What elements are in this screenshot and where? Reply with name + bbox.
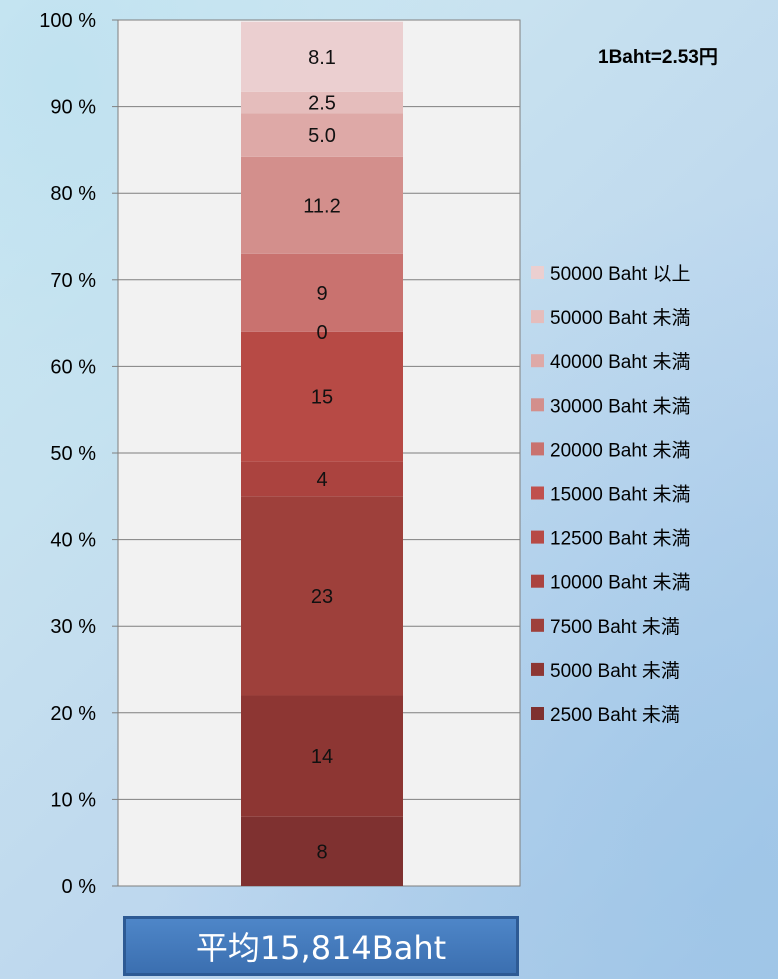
data-label: 8 (316, 841, 327, 863)
y-tick-label: 0 % (62, 876, 97, 898)
y-tick-label: 100 % (39, 10, 96, 32)
legend-swatch (531, 574, 544, 588)
legend-swatch (531, 530, 544, 544)
data-label: 2.5 (308, 93, 336, 115)
y-tick-label: 60 % (50, 356, 96, 378)
bar-segment (241, 461, 403, 497)
bar-segment (241, 496, 403, 696)
legend-label: 50000 Baht 未満 (550, 307, 690, 329)
legend-swatch (531, 398, 544, 412)
bar-segment (241, 253, 403, 332)
legend-label: 15000 Baht 未満 (550, 484, 690, 506)
legend-swatch (531, 486, 544, 500)
data-labels: 8 14 23 4 15 0 9 11.2 5.0 2.5 8.1 (303, 47, 340, 864)
bar-segment (241, 156, 403, 254)
data-label: 8.1 (308, 47, 336, 69)
y-tick-label: 90 % (50, 97, 96, 119)
legend-label: 50000 Baht 以上 (550, 263, 690, 285)
y-tick-label: 70 % (50, 270, 96, 292)
data-label: 14 (311, 746, 333, 768)
legend-label: 40000 Baht 未満 (550, 351, 690, 373)
y-tick-label: 40 % (50, 530, 96, 552)
legend-label: 7500 Baht 未満 (550, 616, 680, 638)
data-label: 11.2 (303, 195, 340, 217)
bar-segment (241, 816, 403, 886)
y-tick-label: 50 % (50, 443, 96, 465)
y-tick-label: 30 % (50, 616, 96, 638)
data-label: 5.0 (308, 125, 336, 147)
legend-label: 5000 Baht 未満 (550, 660, 680, 682)
legend-swatch (531, 442, 544, 456)
legend-label: 12500 Baht 未満 (550, 528, 690, 550)
legend-label: 10000 Baht 未満 (550, 572, 690, 594)
legend: 50000 Baht 以上 50000 Baht 未満 40000 Baht 未満 3… (531, 263, 690, 726)
bar-segment (241, 331, 403, 462)
bar-segment (241, 21, 403, 92)
y-tick-label: 80 % (50, 183, 96, 205)
data-label: 0 (316, 322, 327, 344)
legend-swatch (531, 354, 544, 368)
bar-segment (241, 91, 403, 114)
data-label: 9 (316, 283, 327, 305)
legend-label: 2500 Baht 未満 (550, 704, 680, 726)
legend-swatch (531, 310, 544, 324)
legend-label: 30000 Baht 未満 (550, 395, 690, 417)
y-axis-ticks: 0 % 10 % 20 % 30 % 40 % 50 % 60 % 70 % 80 % 90 % 1… (39, 10, 118, 898)
average-salary-box: 平均15,814Baht (123, 916, 519, 976)
data-label: 4 (316, 469, 327, 491)
bar-segments (241, 21, 403, 886)
average-salary-text: 平均15,814Baht (195, 929, 447, 967)
data-label: 15 (311, 387, 333, 409)
legend-label: 20000 Baht 未満 (550, 439, 690, 461)
legend-swatch (531, 618, 544, 632)
legend-swatch (531, 266, 544, 279)
exchange-rate-note: 1Baht=2.53円 (598, 47, 718, 68)
bar-segment (241, 113, 403, 157)
data-label: 23 (311, 586, 333, 608)
bar-segment (241, 695, 403, 817)
legend-swatch (531, 662, 544, 676)
y-tick-label: 20 % (50, 703, 96, 725)
legend-swatch (531, 707, 544, 720)
y-tick-label: 10 % (50, 789, 96, 811)
